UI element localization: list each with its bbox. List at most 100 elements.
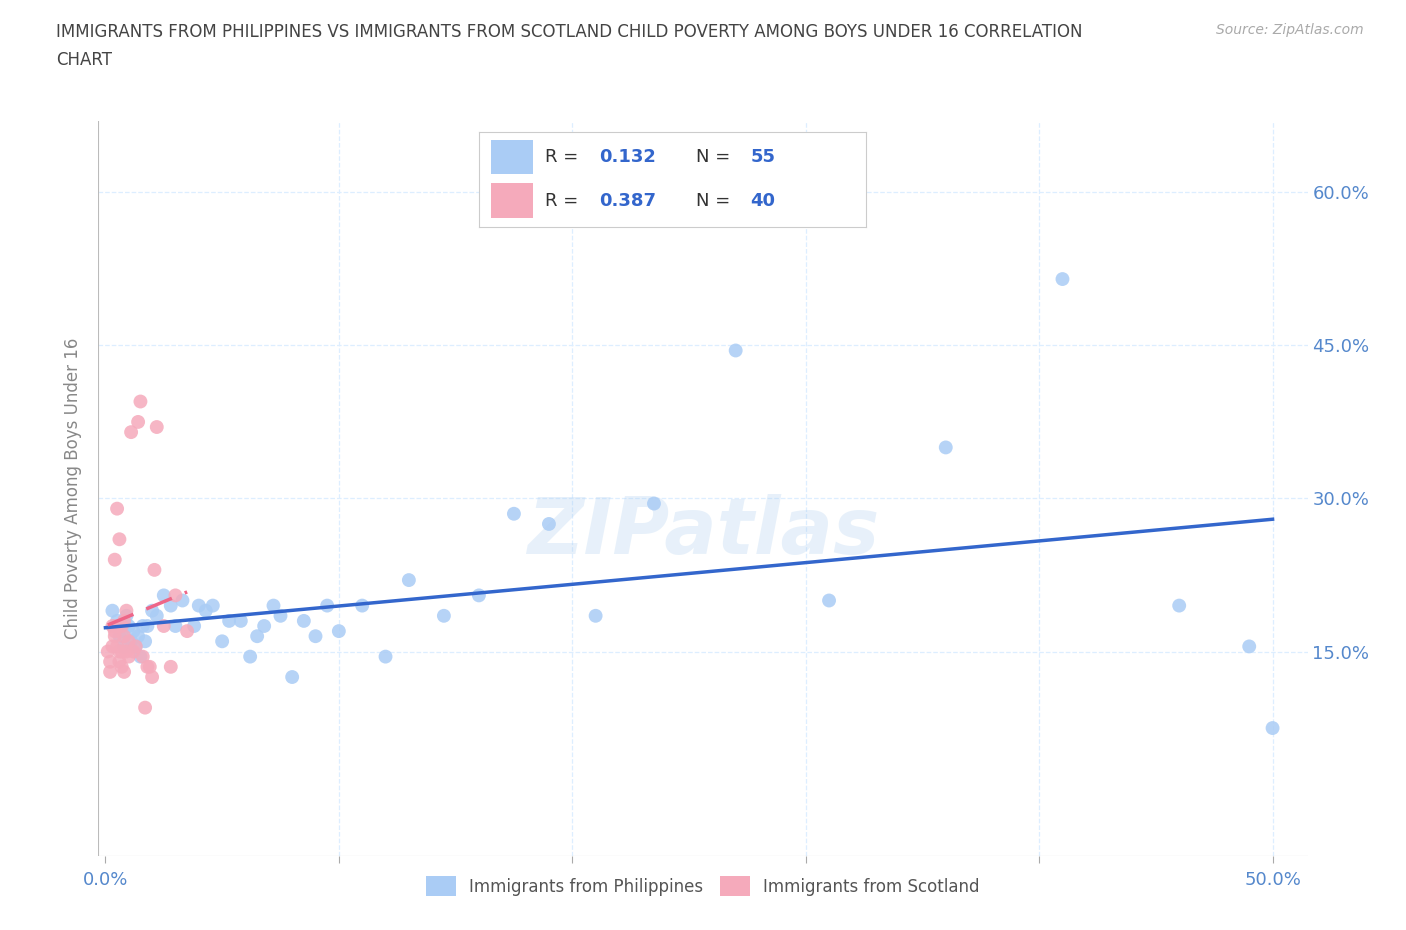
Point (120, 634, 142, 649)
Point (585, 608, 607, 623)
Point (112, 665, 135, 680)
Point (468, 588, 491, 603)
Point (143, 563, 166, 578)
Point (112, 639, 135, 654)
Point (112, 614, 135, 629)
Point (141, 604, 163, 618)
Point (316, 598, 339, 613)
Point (108, 629, 131, 644)
Point (118, 649, 141, 664)
Point (201, 598, 224, 613)
Text: 0.0%: 0.0% (83, 870, 128, 889)
Point (263, 598, 285, 613)
Point (292, 614, 315, 629)
Point (98, 655, 121, 670)
Point (108, 532, 131, 547)
Point (239, 649, 262, 664)
Point (104, 629, 127, 644)
Point (176, 624, 198, 639)
Point (129, 394, 152, 409)
Point (125, 639, 148, 654)
Point (122, 644, 145, 659)
Point (136, 618, 159, 633)
Point (537, 516, 560, 531)
Point (122, 624, 145, 639)
Point (105, 639, 128, 654)
Point (129, 649, 152, 664)
Point (139, 659, 162, 674)
Text: 50.0%: 50.0% (1244, 870, 1301, 889)
Point (127, 629, 149, 644)
Point (105, 614, 128, 629)
Point (159, 659, 181, 674)
Point (134, 700, 156, 715)
Point (1052, 272, 1074, 286)
Point (101, 618, 124, 633)
Point (104, 624, 127, 639)
Point (194, 604, 217, 618)
Point (187, 598, 209, 613)
Point (108, 655, 131, 670)
Point (101, 639, 124, 654)
Point (172, 593, 194, 608)
Point (105, 501, 128, 516)
Text: ZIPatlas: ZIPatlas (527, 495, 879, 570)
Point (352, 598, 374, 613)
Point (146, 608, 169, 623)
Point (134, 634, 156, 649)
Point (328, 624, 350, 639)
Point (98, 665, 121, 680)
Point (281, 670, 304, 684)
Point (218, 614, 240, 629)
Point (104, 552, 127, 567)
Point (374, 649, 396, 664)
Point (935, 440, 957, 455)
Point (146, 419, 169, 434)
Point (132, 618, 155, 633)
Legend: Immigrants from Philippines, Immigrants from Scotland: Immigrants from Philippines, Immigrants … (419, 870, 987, 902)
Text: Source: ZipAtlas.com: Source: ZipAtlas.com (1216, 23, 1364, 37)
Point (643, 496, 665, 511)
Point (118, 634, 141, 649)
Point (97, 644, 120, 659)
Point (229, 614, 252, 629)
Point (127, 415, 149, 430)
Point (132, 649, 155, 664)
Text: IMMIGRANTS FROM PHILIPPINES VS IMMIGRANTS FROM SCOTLAND CHILD POVERTY AMONG BOYS: IMMIGRANTS FROM PHILIPPINES VS IMMIGRANT… (56, 23, 1083, 41)
Point (115, 604, 138, 618)
Point (165, 588, 187, 603)
Point (253, 618, 276, 633)
Point (246, 629, 269, 644)
Point (211, 634, 233, 649)
Point (118, 618, 141, 633)
Point (111, 644, 134, 659)
Point (724, 343, 747, 358)
Point (136, 659, 159, 674)
Point (111, 618, 134, 633)
Y-axis label: Child Poverty Among Boys Under 16: Child Poverty Among Boys Under 16 (65, 338, 83, 639)
Point (1168, 598, 1191, 613)
Point (1261, 721, 1284, 736)
Point (165, 618, 187, 633)
Point (120, 425, 142, 440)
Point (152, 618, 174, 633)
Point (304, 629, 326, 644)
Point (141, 670, 163, 684)
Point (1237, 639, 1260, 654)
Point (818, 593, 841, 608)
Point (269, 608, 291, 623)
Point (115, 608, 138, 623)
Point (111, 624, 134, 639)
Point (503, 506, 526, 521)
Point (105, 618, 128, 633)
Point (104, 618, 127, 633)
Point (398, 573, 420, 588)
Point (159, 598, 181, 613)
Point (433, 608, 456, 623)
Point (152, 588, 174, 603)
Point (125, 639, 148, 654)
Point (115, 644, 138, 659)
Point (112, 629, 135, 644)
Point (101, 604, 124, 618)
Point (108, 644, 131, 659)
